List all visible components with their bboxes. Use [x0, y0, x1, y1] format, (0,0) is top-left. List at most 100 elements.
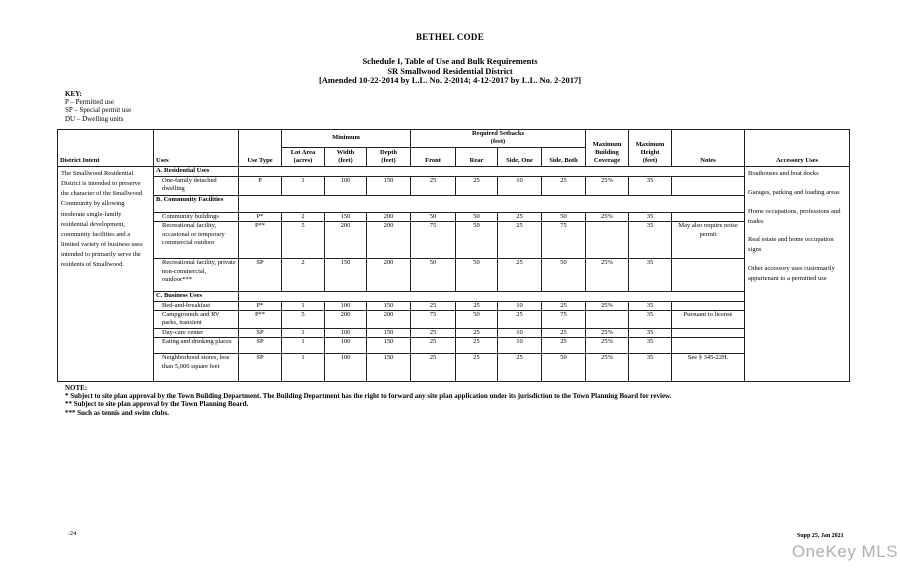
- cell-front: 75: [410, 310, 456, 329]
- cell-uses: Bed-and-breakfast: [153, 300, 239, 312]
- cell-side-one: 10: [497, 300, 542, 312]
- section-spacer: [237, 166, 746, 177]
- cell-height: 35: [628, 221, 673, 260]
- cell-note: Pursuant to license: [671, 310, 746, 329]
- cell-side-one: 25: [497, 211, 542, 223]
- supplement-date: Supp 25, Jan 2021: [797, 533, 844, 539]
- col-header-setbacks: Required Setbacks (feet): [409, 128, 587, 149]
- cell-rear: 50: [455, 310, 498, 329]
- use-bulk-table: District Intent Uses Use Type Minimum Re…: [57, 128, 851, 383]
- cell-side-both: 25: [540, 337, 587, 355]
- cell-rear: 25: [455, 353, 498, 383]
- key-block: KEY: P – Permitted use SP – Special perm…: [65, 90, 131, 123]
- cell-height: 35: [628, 300, 673, 312]
- cell-lot-area: 2: [281, 211, 325, 223]
- cell-rear: 50: [455, 211, 498, 223]
- cell-width: 200: [324, 310, 367, 329]
- cell-lot-area: 1: [281, 353, 325, 383]
- cell-side-one: 25: [497, 221, 542, 260]
- cell-lot-area: 1: [281, 300, 325, 312]
- col-header-minimum: Minimum: [281, 128, 411, 149]
- cell-coverage: 25%: [585, 175, 630, 196]
- cell-side-one: 10: [497, 337, 542, 355]
- cell-side-one: 10: [497, 327, 542, 339]
- cell-note: [671, 211, 746, 223]
- cell-front: 25: [410, 300, 456, 312]
- cell-front: 75: [410, 221, 456, 260]
- cell-rear: 25: [455, 337, 498, 355]
- cell-rear: 25: [455, 175, 498, 196]
- cell-district-intent: The Smallwood Residential District is in…: [57, 166, 154, 383]
- section-row-residential: The Smallwood Residential District is in…: [57, 166, 851, 383]
- cell-lot-area: 1: [281, 337, 325, 355]
- cell-uses: One-family detached dwelling: [153, 175, 239, 196]
- cell-width: 100: [324, 175, 367, 196]
- cell-front: 25: [410, 327, 456, 339]
- cell-front: 50: [410, 258, 456, 293]
- col-header-max-height: Maximum Height (feet): [628, 128, 673, 168]
- cell-coverage: 25%: [585, 353, 630, 383]
- table-row: Day-care center SP 1 100 150 25 25 10 25…: [58, 327, 850, 339]
- cell-uses: Eating and drinking places: [153, 337, 239, 355]
- cell-depth: 150: [366, 337, 411, 355]
- cell-uses: Recreational facility, private non-comme…: [153, 258, 239, 293]
- col-header-uses: Uses: [153, 128, 239, 168]
- section-label: A. Residential Uses: [153, 166, 239, 177]
- page-number: :24: [68, 530, 77, 537]
- doc-title: BETHEL CODE: [415, 32, 485, 42]
- cell-lot-area: 1: [281, 327, 325, 339]
- schedule-amended: [Amended 10-22-2014 by L.L. No. 2-2014; …: [318, 75, 582, 86]
- table-row: Recreational facility, occasional or tem…: [58, 221, 850, 260]
- accessory-item: Other accessory uses customarily appurte…: [748, 264, 835, 282]
- cell-height: 35: [628, 353, 673, 383]
- schedule-title: Schedule I, Table of Use and Bulk Requir…: [362, 56, 538, 66]
- cell-uses: Neighborhood stores, less than 5,000 squ…: [153, 353, 239, 383]
- col-header-rear: Rear: [455, 147, 498, 168]
- accessory-item: Boathouses and boat docks: [748, 170, 819, 178]
- cell-accessory-uses: Boathouses and boat docks Garages, parki…: [744, 166, 851, 383]
- accessory-item: Real estate and home occupation signs: [748, 236, 834, 253]
- cell-coverage: 25%: [585, 327, 630, 339]
- note-item: ** Subject to site plan approval by the …: [65, 400, 249, 409]
- cell-height: 35: [628, 310, 673, 329]
- table-row: One-family detached dwelling P 1 100 150…: [58, 175, 850, 196]
- cell-coverage: 25%: [585, 300, 630, 312]
- cell-use-type: P*: [238, 211, 282, 223]
- cell-coverage: 25%: [585, 211, 630, 223]
- header-row-sub: Lot Area (acres) Width (feet) Depth (fee…: [58, 147, 850, 168]
- cell-lot-area: 2: [281, 258, 325, 293]
- section-label: B. Community Facilities: [153, 194, 239, 213]
- cell-front: 50: [410, 211, 456, 223]
- cell-depth: 150: [366, 327, 411, 339]
- cell-use-type: P*: [238, 300, 282, 312]
- key-item: DU – Dwelling units: [65, 114, 124, 123]
- cell-side-both: 50: [540, 258, 587, 293]
- cell-depth: 150: [366, 353, 411, 383]
- section-spacer: [237, 291, 746, 302]
- cell-side-both: 25: [540, 175, 587, 196]
- table-row: Neighborhood stores, less than 5,000 squ…: [58, 353, 850, 383]
- note-item: *** Such as tennis and swim clubs.: [65, 408, 170, 417]
- cell-rear: 25: [455, 327, 498, 339]
- cell-width: 150: [324, 211, 367, 223]
- col-header-side-one: Side, One: [497, 147, 542, 168]
- cell-depth: 200: [366, 310, 411, 329]
- section-row-business: C. Business Uses: [58, 291, 850, 302]
- cell-width: 100: [324, 337, 367, 355]
- schedule-district: SR Smallwood Residential District: [387, 65, 513, 76]
- cell-depth: 200: [366, 221, 411, 260]
- section-label: C. Business Uses: [153, 291, 239, 302]
- cell-note: May also require noise permit: [671, 221, 746, 260]
- cell-side-one: 25: [497, 258, 542, 293]
- cell-width: 150: [324, 258, 367, 293]
- cell-height: 35: [628, 211, 673, 223]
- col-header-side-both: Side, Both: [540, 147, 587, 168]
- col-header-max-coverage: Maximum Building Coverage: [585, 128, 630, 168]
- col-header-use-type: Use Type: [238, 128, 282, 168]
- note-block: NOTE: * Subject to site plan approval by…: [65, 384, 875, 417]
- col-header-width: Width (feet): [324, 147, 367, 168]
- schedule-title-block: Schedule I, Table of Use and Bulk Requir…: [0, 56, 900, 86]
- cell-coverage: [585, 310, 630, 329]
- cell-side-one: 25: [497, 310, 542, 329]
